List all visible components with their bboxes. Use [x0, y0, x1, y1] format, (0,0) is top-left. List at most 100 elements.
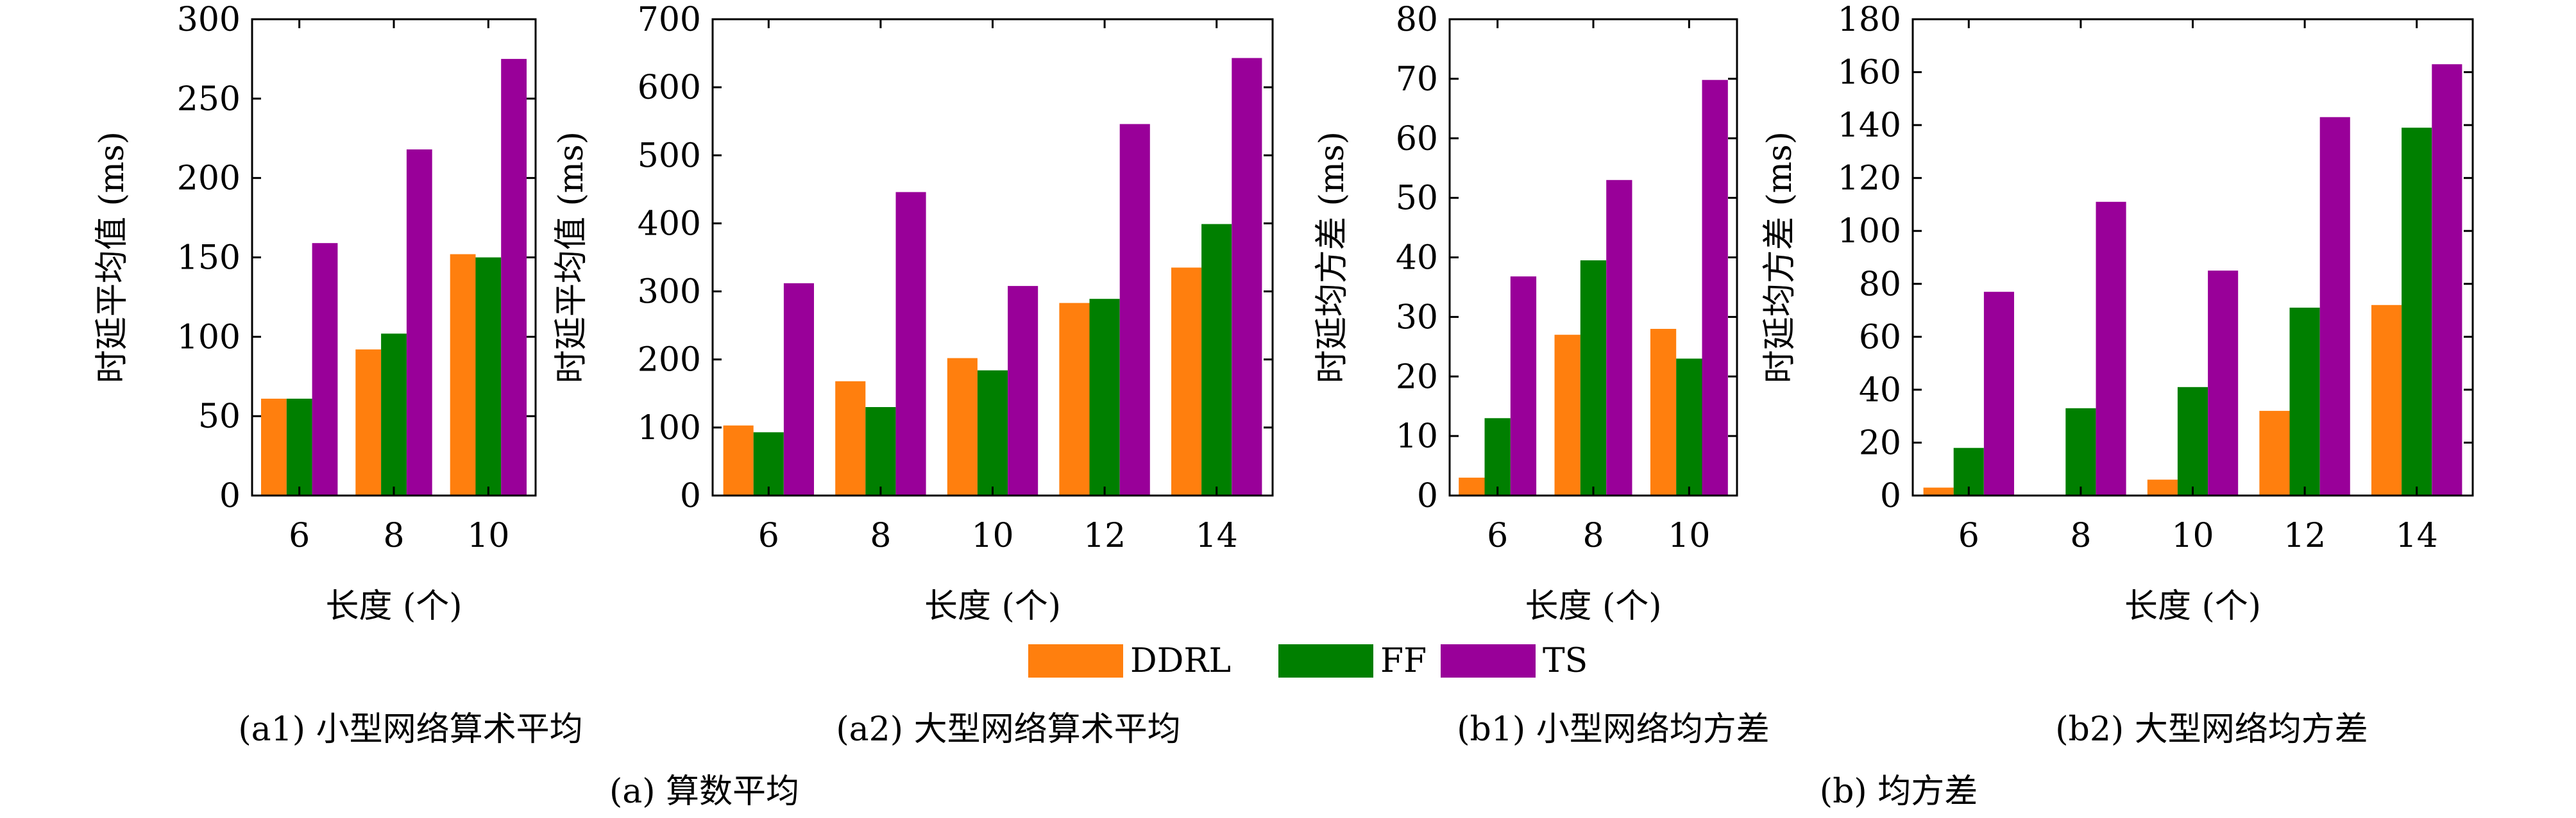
y-tick-label: 50 [198, 397, 241, 436]
bar-ff-10 [977, 370, 1008, 496]
bar-ddrl-8 [355, 349, 382, 496]
y-tick-label: 160 [1838, 54, 1901, 92]
bar-ts-8 [895, 192, 926, 496]
bar-ts-8 [406, 149, 432, 496]
y-tick-label: 300 [638, 273, 701, 312]
bar-ff-8 [2065, 408, 2096, 496]
y-tick-label: 400 [638, 204, 701, 243]
x-tick-label: 6 [289, 517, 310, 555]
legend-label-ts: TS [1543, 642, 1588, 680]
x-axis-label: 长度 (个) [325, 587, 462, 626]
x-tick-label: 10 [2171, 517, 2214, 555]
bar-ts-6 [1510, 276, 1537, 496]
x-tick-label: 6 [1958, 517, 1979, 555]
y-tick-label: 70 [1396, 60, 1438, 99]
bar-ff-10 [475, 257, 502, 496]
y-tick-label: 10 [1396, 417, 1438, 456]
y-tick-label: 100 [638, 409, 701, 447]
x-tick-label: 12 [2284, 517, 2326, 555]
y-tick-label: 40 [1859, 371, 1901, 410]
y-tick-label: 20 [1396, 358, 1438, 396]
y-tick-label: 250 [177, 80, 241, 119]
x-tick-label: 6 [1487, 517, 1508, 555]
chart-2: 0 100 200 300 400 500 600 700 6 8 10 12 14 长度 (个) 时延平均… [552, 1, 1274, 749]
chart-caption: (b2) 大型网络均方差 [2055, 710, 2368, 749]
bar-ddrl-6 [723, 425, 754, 496]
bar-ddrl-10 [450, 254, 476, 496]
y-tick-label: 80 [1396, 1, 1438, 39]
chart-4: 0 20 40 60 80 100 120 140 160 180 6 8 10 12 14 长度 (个) 时延… [1761, 1, 2474, 749]
bar-ff-6 [286, 398, 312, 496]
y-tick-label: 700 [638, 1, 701, 39]
legend: DDRL FF TS [1028, 642, 1588, 680]
x-tick-label: 10 [467, 517, 509, 555]
bar-ddrl-6 [261, 398, 287, 496]
bar-ddrl-8 [1554, 335, 1580, 496]
x-tick-label: 8 [2070, 517, 2091, 555]
y-tick-label: 50 [1396, 179, 1438, 218]
group-caption-a: (a) 算数平均 [609, 772, 799, 811]
bar-ts-10 [2208, 271, 2239, 496]
x-tick-label: 14 [2396, 517, 2438, 555]
bar-ts-12 [2319, 117, 2350, 496]
bar-ts-8 [1606, 179, 1632, 496]
y-tick-label: 0 [1417, 477, 1438, 515]
legend-swatch-ddrl [1028, 644, 1123, 678]
bar-ts-6 [1983, 292, 2014, 496]
bar-ddrl-10 [2147, 480, 2178, 496]
bar-ff-6 [1484, 418, 1511, 496]
chart-caption: (b1) 小型网络均方差 [1457, 710, 1769, 749]
x-tick-label: 14 [1196, 517, 1238, 555]
bar-ff-12 [2289, 307, 2320, 496]
bar-ts-10 [501, 58, 527, 496]
x-tick-label: 10 [971, 517, 1013, 555]
chart-caption: (a2) 大型网络算术平均 [836, 710, 1180, 749]
bar-ff-10 [2177, 387, 2208, 496]
x-tick-label: 6 [758, 517, 779, 555]
y-tick-label: 200 [638, 341, 701, 380]
bar-ddrl-6 [1923, 487, 1954, 496]
bar-ts-6 [783, 283, 814, 496]
bar-ts-6 [312, 243, 338, 496]
bar-ff-8 [865, 407, 896, 496]
bar-ts-10 [1008, 286, 1038, 496]
legend-label-ff: FF [1380, 642, 1427, 680]
bar-ddrl-14 [1171, 267, 1202, 496]
bar-ff-14 [1201, 224, 1232, 496]
y-axis-label: 时延平均值 (ms) [552, 131, 591, 383]
y-tick-label: 200 [177, 160, 241, 198]
legend-swatch-ts [1441, 644, 1536, 678]
y-tick-label: 60 [1396, 120, 1438, 158]
x-tick-label: 8 [383, 517, 404, 555]
y-tick-label: 180 [1838, 1, 1901, 39]
chart-caption: (a1) 小型网络算术平均 [238, 710, 582, 749]
x-tick-label: 10 [1668, 517, 1710, 555]
y-tick-label: 20 [1859, 424, 1901, 462]
bar-ddrl-10 [1650, 329, 1677, 496]
bar-ts-14 [1232, 58, 1262, 496]
bar-ts-10 [1702, 79, 1728, 496]
bar-ddrl-6 [1459, 478, 1485, 496]
y-tick-label: 0 [1880, 477, 1901, 515]
y-tick-label: 300 [177, 1, 241, 39]
x-tick-label: 8 [1582, 517, 1604, 555]
x-axis-label: 长度 (个) [924, 587, 1061, 626]
y-tick-label: 120 [1838, 160, 1901, 198]
y-tick-label: 0 [680, 477, 701, 515]
y-tick-label: 140 [1838, 106, 1901, 145]
bar-ddrl-14 [2371, 305, 2402, 496]
bar-ff-6 [753, 432, 784, 496]
y-tick-label: 500 [638, 137, 701, 175]
bar-ts-8 [2096, 201, 2126, 496]
legend-swatch-ff [1278, 644, 1373, 678]
y-tick-label: 80 [1859, 265, 1901, 304]
y-tick-label: 0 [219, 477, 241, 515]
legend-label-ddrl: DDRL [1130, 642, 1231, 680]
x-axis-label: 长度 (个) [1525, 587, 1661, 626]
bar-ff-14 [2402, 128, 2432, 496]
y-axis-label: 时延均方差 (ms) [1313, 131, 1352, 383]
